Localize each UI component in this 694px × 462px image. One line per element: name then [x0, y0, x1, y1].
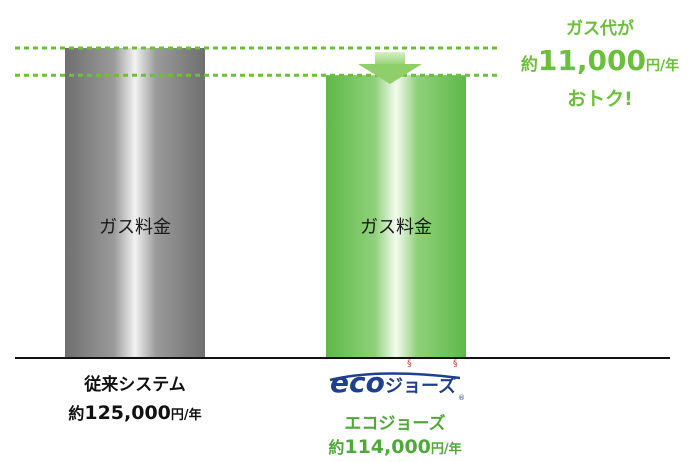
category-label-eco: エコジョーズ [344, 414, 446, 434]
price-conventional: 約125,000円/年 [40, 400, 230, 424]
bar-label-eco: ガス料金 [360, 217, 432, 238]
saving-line-1: ガス代が [566, 19, 634, 39]
saving-prefix: 約 [520, 55, 538, 75]
bar-eco [326, 75, 466, 357]
down-arrow-icon [358, 52, 422, 84]
saving-amount: 約11,000円/年 [500, 44, 694, 77]
price-value-eco: 114,000 [344, 436, 431, 458]
saving-line-3: おトク! [567, 88, 633, 110]
bar-conventional [65, 48, 205, 357]
price-unit: 円/年 [430, 442, 462, 457]
price-unit: 円/年 [170, 408, 202, 423]
saving-amount-value: 11,000 [537, 44, 646, 77]
svg-text:®: ® [458, 394, 465, 402]
eco-jozu-logo: eco ジョーズ § § ® [329, 359, 465, 402]
svg-text:eco: eco [330, 366, 385, 399]
saving-unit: 円/年 [645, 58, 680, 74]
bar-label-conventional: ガス料金 [99, 217, 171, 238]
price-prefix: 約 [328, 438, 345, 457]
price-eco: 約114,000円/年 [300, 434, 490, 458]
svg-text:ジョーズ: ジョーズ [385, 375, 456, 397]
price-prefix: 約 [68, 404, 85, 423]
price-value-conventional: 125,000 [84, 402, 171, 424]
svg-text:§: § [407, 359, 412, 369]
category-label-conventional: 従来システム [84, 375, 186, 395]
svg-text:§: § [453, 359, 458, 369]
